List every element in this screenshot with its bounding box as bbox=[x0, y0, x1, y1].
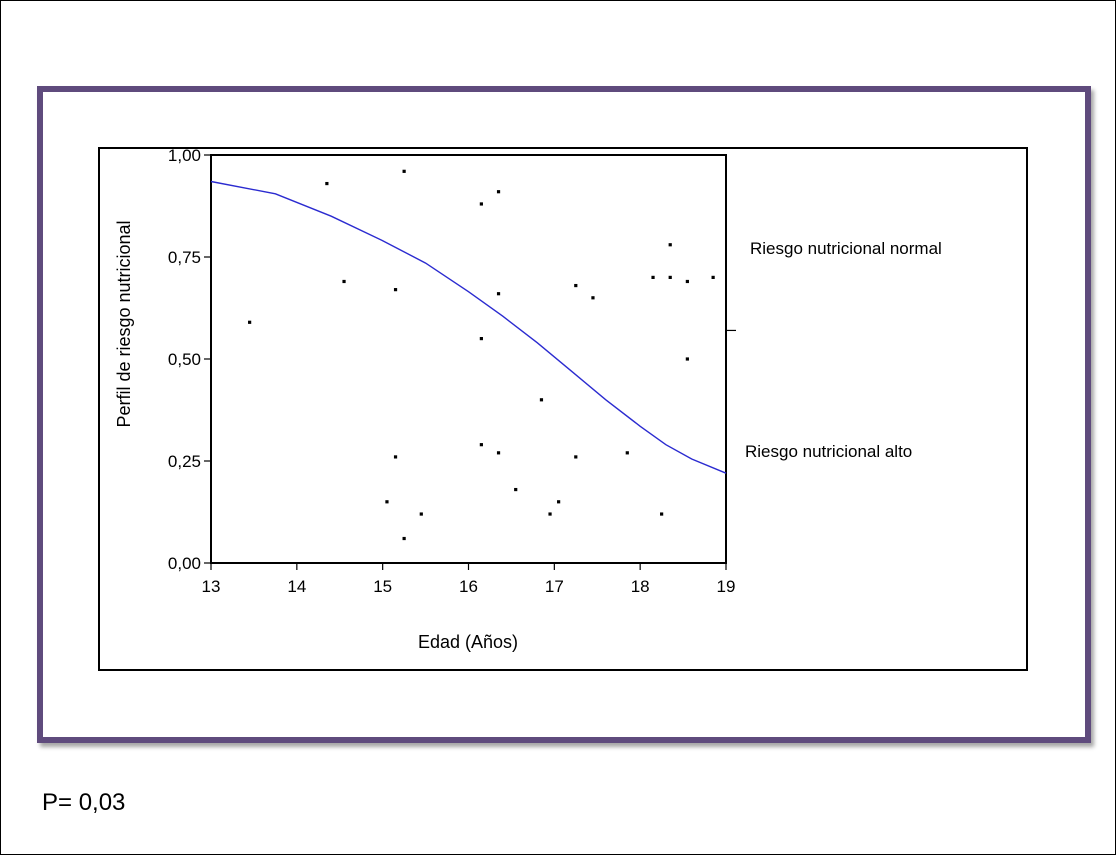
scatter-chart: 0,00 0,25 0,50 0,75 1,00 13 14 15 16 17 18 19 Edad… bbox=[114, 149, 942, 652]
x-tick-label: 16 bbox=[459, 577, 478, 596]
data-point bbox=[496, 190, 501, 194]
data-point bbox=[385, 500, 389, 504]
y-axis-ticks: 0,00 0,25 0,50 0,75 1,00 bbox=[168, 149, 211, 573]
data-point bbox=[419, 512, 423, 516]
data-point bbox=[711, 275, 715, 279]
data-point bbox=[393, 455, 398, 459]
fit-curve-layer bbox=[210, 180, 727, 474]
y-tick-label: 1,00 bbox=[168, 149, 201, 165]
data-point bbox=[685, 357, 689, 361]
data-point bbox=[402, 536, 406, 541]
y-axis-label: Perfil de riesgo nutricional bbox=[114, 220, 134, 427]
y-tick-label: 0,00 bbox=[168, 554, 201, 573]
x-axis-ticks: 13 14 15 16 17 18 19 bbox=[202, 563, 736, 596]
data-point bbox=[496, 451, 501, 455]
data-point bbox=[668, 243, 672, 247]
figure-frame bbox=[37, 86, 1091, 743]
data-point bbox=[574, 455, 578, 459]
data-point bbox=[479, 202, 483, 206]
x-tick-label: 19 bbox=[717, 577, 736, 596]
plot-area bbox=[210, 154, 727, 564]
data-point bbox=[625, 451, 629, 455]
data-point bbox=[479, 443, 483, 447]
data-point bbox=[325, 181, 329, 186]
logistic-fit-curve bbox=[210, 180, 727, 474]
data-point bbox=[591, 296, 595, 300]
data-point bbox=[479, 337, 483, 341]
data-point bbox=[402, 169, 406, 173]
data-point bbox=[514, 487, 518, 492]
data-point bbox=[651, 275, 655, 279]
y-tick-label: 0,25 bbox=[168, 452, 201, 471]
data-point bbox=[685, 279, 689, 284]
x-tick-label: 14 bbox=[287, 577, 306, 596]
data-point bbox=[393, 288, 398, 292]
data-point bbox=[548, 512, 552, 516]
data-point bbox=[342, 279, 346, 284]
y-tick-label: 0,75 bbox=[168, 248, 201, 267]
data-point bbox=[660, 512, 664, 516]
x-tick-label: 18 bbox=[631, 577, 650, 596]
data-point bbox=[668, 275, 672, 279]
x-tick-label: 13 bbox=[202, 577, 221, 596]
data-point bbox=[539, 398, 544, 402]
annotation-upper: Riesgo nutricional normal bbox=[750, 239, 942, 258]
annotation-lower: Riesgo nutricional alto bbox=[745, 442, 912, 461]
data-point bbox=[557, 500, 561, 504]
x-tick-label: 15 bbox=[373, 577, 392, 596]
data-point bbox=[496, 292, 501, 296]
x-axis-label: Edad (Años) bbox=[418, 632, 518, 652]
y-tick-label: 0,50 bbox=[168, 350, 201, 369]
data-point bbox=[574, 283, 578, 288]
data-point bbox=[248, 320, 252, 324]
chart-container: 0,00 0,25 0,50 0,75 1,00 13 14 15 16 17 18 19 Edad… bbox=[98, 147, 1028, 671]
x-tick-label: 17 bbox=[545, 577, 564, 596]
scatter-points-layer bbox=[248, 169, 715, 541]
p-value-text: P= 0,03 bbox=[42, 789, 126, 816]
